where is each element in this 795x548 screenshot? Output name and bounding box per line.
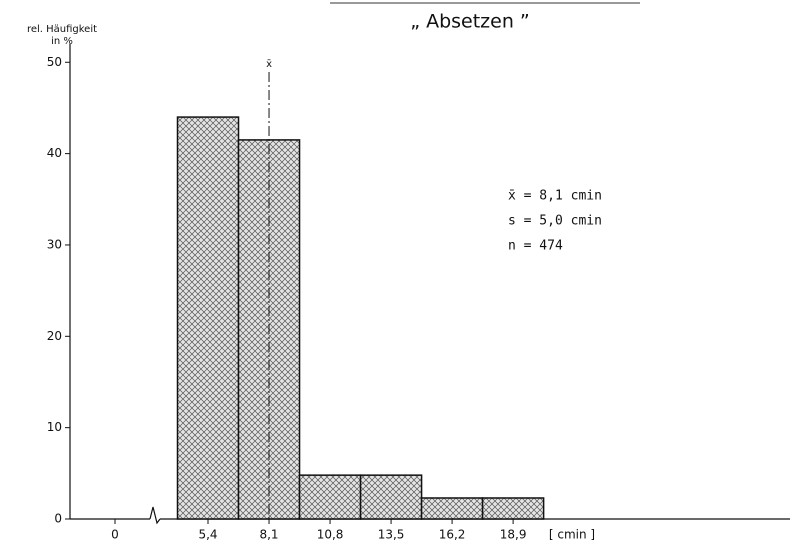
x-tick-label: 18,9 bbox=[500, 528, 527, 542]
x-tick-label: 13,5 bbox=[378, 528, 405, 542]
y-tick-label: 30 bbox=[47, 237, 62, 251]
axis-break bbox=[149, 506, 161, 525]
y-tick-label: 40 bbox=[47, 146, 62, 160]
y-axis-label: rel. Häufigkeit bbox=[27, 24, 97, 35]
bar bbox=[420, 497, 484, 520]
y-tick-label: 50 bbox=[47, 55, 62, 69]
bar bbox=[359, 474, 423, 520]
y-tick-label: 10 bbox=[47, 420, 62, 434]
bar bbox=[176, 116, 240, 520]
annotation: x̄ = 8,1 cmin bbox=[508, 189, 602, 204]
bar bbox=[298, 474, 362, 520]
bar bbox=[481, 497, 545, 520]
x-tick-label: 16,2 bbox=[439, 528, 466, 542]
y-axis-label: in % bbox=[51, 36, 73, 47]
mean-label: x̄ bbox=[266, 59, 272, 70]
x-tick-label: 8,1 bbox=[259, 528, 278, 542]
x-axis-label: [ cmin ] bbox=[549, 528, 595, 542]
annotation: s = 5,0 cmin bbox=[508, 214, 602, 229]
x-tick-label: 10,8 bbox=[317, 528, 344, 542]
y-tick-label: 20 bbox=[47, 329, 62, 343]
annotation: n = 474 bbox=[508, 239, 563, 254]
y-tick-label: 0 bbox=[54, 512, 62, 526]
x-tick-label: 0 bbox=[111, 528, 119, 542]
x-tick-label: 5,4 bbox=[198, 528, 217, 542]
chart-title: „ Absetzen ” bbox=[410, 11, 530, 33]
